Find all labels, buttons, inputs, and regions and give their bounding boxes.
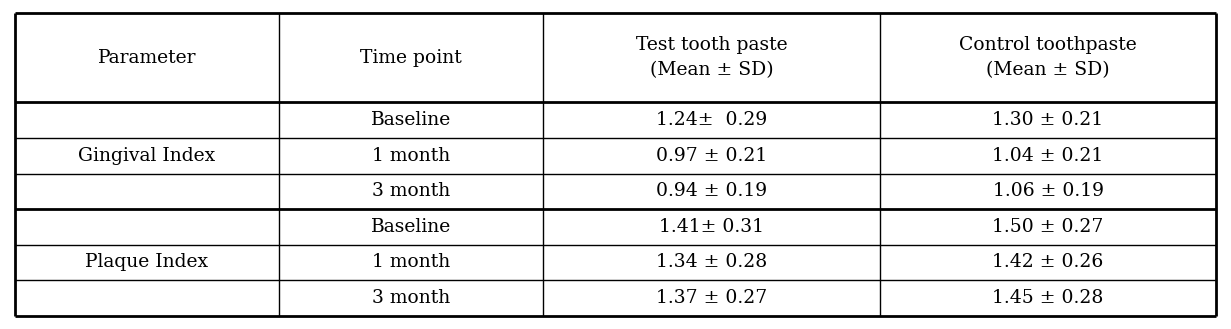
Text: 1 month: 1 month xyxy=(372,147,451,165)
Text: 3 month: 3 month xyxy=(372,182,451,200)
Text: 1.04 ± 0.21: 1.04 ± 0.21 xyxy=(992,147,1104,165)
Text: 1.45 ± 0.28: 1.45 ± 0.28 xyxy=(992,289,1104,307)
Text: 1.42 ± 0.26: 1.42 ± 0.26 xyxy=(992,253,1104,271)
Text: Baseline: Baseline xyxy=(371,218,452,236)
Text: 1.41± 0.31: 1.41± 0.31 xyxy=(659,218,764,236)
Text: 1 month: 1 month xyxy=(372,253,451,271)
Text: Control toothpaste
(Mean ± SD): Control toothpaste (Mean ± SD) xyxy=(959,36,1137,79)
Text: 3 month: 3 month xyxy=(372,289,451,307)
Text: Plaque Index: Plaque Index xyxy=(85,253,208,271)
Text: Time point: Time point xyxy=(361,49,462,67)
Text: 0.94 ± 0.19: 0.94 ± 0.19 xyxy=(656,182,767,200)
Text: 1.50 ± 0.27: 1.50 ± 0.27 xyxy=(992,218,1104,236)
Text: 1.37 ± 0.27: 1.37 ± 0.27 xyxy=(656,289,767,307)
Text: 1.24±  0.29: 1.24± 0.29 xyxy=(656,111,767,129)
Text: 1.06 ± 0.19: 1.06 ± 0.19 xyxy=(992,182,1103,200)
Text: Gingival Index: Gingival Index xyxy=(79,147,215,165)
Text: 1.34 ± 0.28: 1.34 ± 0.28 xyxy=(656,253,767,271)
Text: Baseline: Baseline xyxy=(371,111,452,129)
Text: 1.30 ± 0.21: 1.30 ± 0.21 xyxy=(992,111,1103,129)
Text: Test tooth paste
(Mean ± SD): Test tooth paste (Mean ± SD) xyxy=(635,36,788,79)
Text: 0.97 ± 0.21: 0.97 ± 0.21 xyxy=(656,147,767,165)
Text: Parameter: Parameter xyxy=(97,49,196,67)
